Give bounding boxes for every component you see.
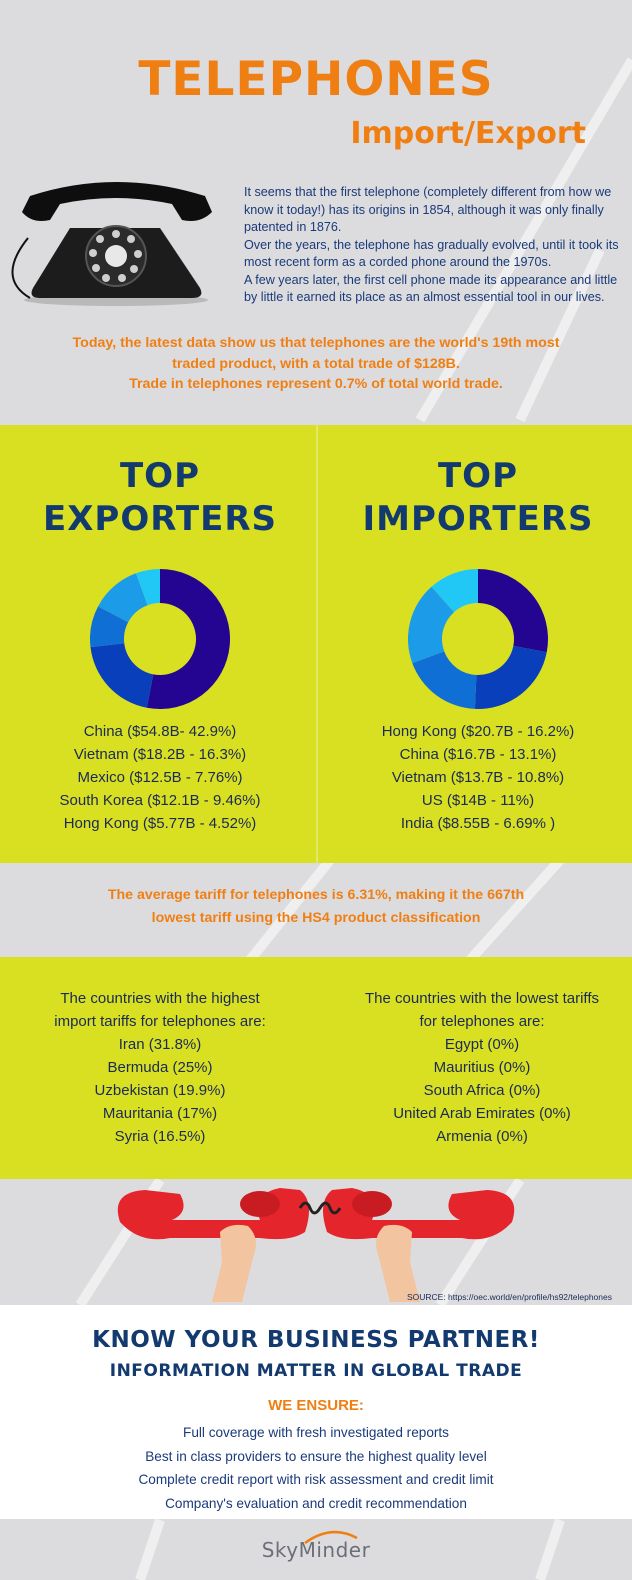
intro-paragraph: A few years later, the first cell phone …: [244, 272, 618, 305]
highlight-line: Today, the latest data show us that tele…: [72, 335, 560, 351]
list-item: Complete credit report with risk assessm…: [138, 1472, 494, 1487]
importers-list: Hong Kong ($20.7B - 16.2%) China ($16.7B…: [328, 720, 628, 835]
list-item: Full coverage with fresh investigated re…: [183, 1425, 449, 1440]
highlight-line: Trade in telephones represent 0.7% of to…: [129, 376, 503, 392]
source-citation: SOURCE: https://oec.world/en/profile/hs9…: [406, 1292, 612, 1302]
hands-holding-phone-receivers-icon: [117, 1188, 515, 1302]
benefits-list: Full coverage with fresh investigated re…: [0, 1421, 632, 1515]
list-item: Armenia (0%): [436, 1128, 528, 1145]
lowest-tariffs-list: The countries with the lowest tariffs fo…: [332, 987, 632, 1148]
promo-headline: KNOW YOUR BUSINESS PARTNER!: [92, 1327, 540, 1353]
exporters-heading-line1: TOP: [119, 456, 200, 496]
donut-slice-us: [408, 586, 455, 664]
rotary-telephone-icon: [11, 182, 212, 306]
exporters-list: China ($54.8B- 42.9%) Vietnam ($18.2B - …: [10, 720, 310, 835]
list-item: United Arab Emirates (0%): [393, 1105, 571, 1122]
list-item: Mexico ($12.5B - 7.76%): [77, 769, 243, 786]
list-item: Mauritania (17%): [102, 1105, 218, 1122]
list-item: India ($8.55B - 6.69% ): [400, 815, 556, 832]
donut-slice-south-korea: [98, 573, 148, 623]
list-intro: for telephones are:: [419, 1013, 545, 1030]
importers-donut-chart: [408, 569, 548, 709]
tariffs-section: The countries with the highest import ta…: [0, 957, 632, 1179]
tariff-line: The average tariff for telephones is 6.3…: [107, 887, 525, 903]
donut-slice-vietnam: [412, 651, 477, 709]
list-item: Hong Kong ($20.7B - 16.2%): [381, 723, 575, 740]
donut-slice-hong-kong: [478, 569, 548, 653]
donut-slice-hong-kong: [135, 569, 160, 606]
page-subtitle: Import/Export: [350, 116, 586, 151]
exporters-donut-chart: [90, 569, 230, 709]
list-item: Vietnam ($18.2B - 16.3%): [73, 746, 247, 763]
list-item: US ($14B - 11%): [421, 792, 535, 809]
list-item: Syria (16.5%): [114, 1128, 206, 1145]
donut-slice-china: [146, 569, 230, 709]
exporters-heading-line2: EXPORTERS: [42, 499, 277, 539]
list-item: Egypt (0%): [444, 1036, 520, 1053]
highlight-line: traded product, with a total trade of $1…: [172, 355, 460, 372]
list-item: Uzbekistan (19.9%): [94, 1082, 226, 1099]
ensure-label: WE ENSURE:: [268, 1397, 364, 1414]
average-tariff-text: The average tariff for telephones is 6.3…: [40, 884, 592, 930]
list-item: South Korea ($12.1B - 9.46%): [59, 792, 261, 809]
top-traders-section: TOP EXPORTERS TOP IMPORTERS China ($54.8…: [0, 425, 632, 863]
intro-paragraph: It seems that the first telephone (compl…: [244, 185, 612, 234]
page-title: TELEPHONES: [138, 52, 494, 107]
list-intro: The countries with the lowest tariffs: [365, 990, 599, 1007]
column-divider: [316, 425, 318, 863]
list-item: Iran (31.8%): [118, 1036, 202, 1053]
donut-slice-india: [431, 569, 478, 613]
list-item: China ($16.7B - 13.1%): [399, 746, 557, 763]
importers-heading: TOP IMPORTERS: [328, 455, 628, 541]
donut-slice-vietnam: [90, 643, 154, 708]
donut-slice-china: [474, 645, 547, 709]
donut-slice-mexico: [90, 606, 129, 648]
list-intro: import tariffs for telephones are:: [54, 1013, 266, 1030]
list-item: Mauritius (0%): [433, 1059, 531, 1076]
logo-arc: [304, 1530, 358, 1544]
logo-text: SkyMinder: [261, 1538, 371, 1562]
trade-highlight: Today, the latest data show us that tele…: [20, 333, 612, 395]
promo-section: KNOW YOUR BUSINESS PARTNER! INFORMATION …: [0, 1305, 632, 1519]
list-item: Hong Kong ($5.77B - 4.52%): [63, 815, 257, 832]
list-item: Best in class providers to ensure the hi…: [145, 1448, 487, 1464]
promo-subheadline: INFORMATION MATTER IN GLOBAL TRADE: [109, 1361, 523, 1381]
list-item: Company's evaluation and credit recommen…: [165, 1495, 467, 1511]
skyminder-logo-icon: SkyMinder: [0, 1530, 632, 1562]
tariff-line: lowest tariff using the HS4 product clas…: [151, 910, 481, 926]
intro-paragraph: Over the years, the telephone has gradua…: [244, 237, 619, 270]
intro-text: It seems that the first telephone (compl…: [244, 184, 624, 307]
list-item: China ($54.8B- 42.9%): [83, 723, 237, 740]
list-intro: The countries with the highest: [60, 990, 260, 1007]
list-item: Vietnam ($13.7B - 10.8%): [391, 769, 565, 786]
highest-tariffs-list: The countries with the highest import ta…: [10, 987, 310, 1148]
list-item: Bermuda (25%): [107, 1059, 213, 1076]
exporters-heading: TOP EXPORTERS: [10, 455, 310, 541]
list-item: South Africa (0%): [423, 1082, 541, 1099]
importers-heading-line1: TOP: [437, 456, 518, 496]
importers-heading-line2: IMPORTERS: [362, 499, 594, 539]
